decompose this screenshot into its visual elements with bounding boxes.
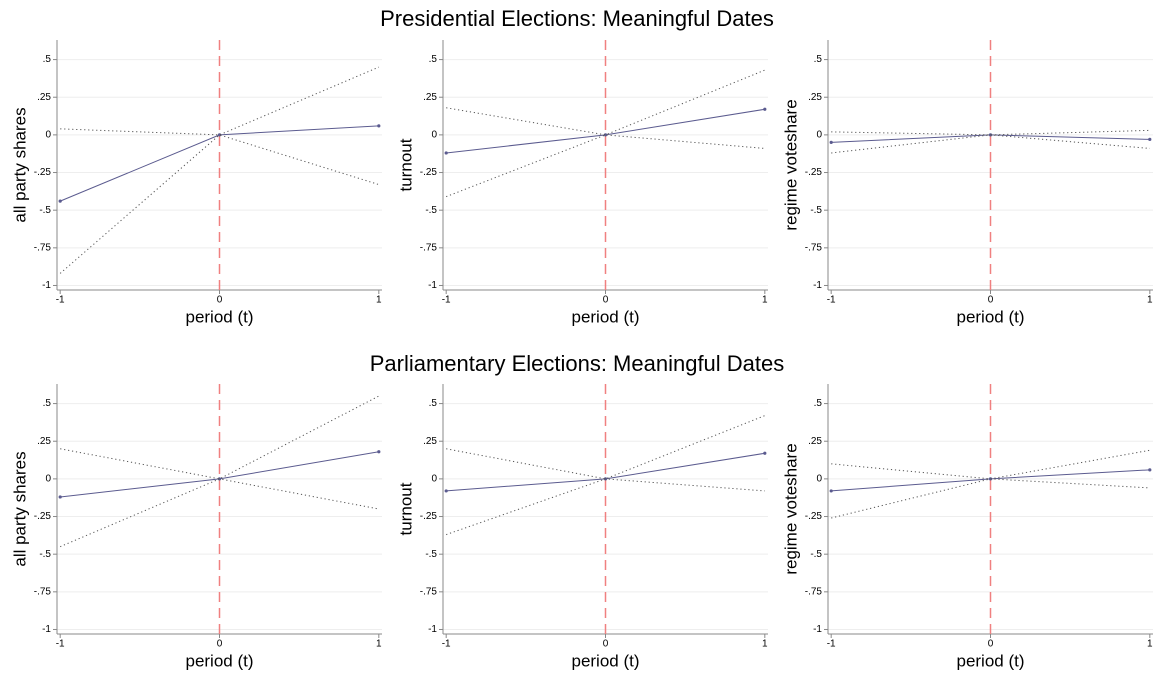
y-tick-label: -.75 (805, 586, 823, 597)
series-line (831, 129, 1150, 136)
y-tick-label: -1 (42, 624, 51, 635)
point-marker (763, 451, 767, 455)
y-tick-label: .25 (37, 92, 51, 103)
y-tick-label: .5 (43, 54, 52, 65)
x-tick-label: 0 (603, 639, 609, 650)
point-marker (444, 489, 448, 493)
y-tick-label: 0 (816, 474, 822, 485)
series-line (831, 134, 1150, 154)
y-tick-label: -.25 (805, 167, 823, 178)
y-tick-label: -.75 (420, 586, 438, 597)
series-line (446, 478, 765, 536)
point-marker (603, 133, 608, 137)
series-line (60, 66, 380, 136)
y-tick-label: .25 (423, 436, 437, 447)
y-tick-label: -1 (813, 624, 822, 635)
point-marker (829, 489, 833, 493)
y-tick-label: -.5 (39, 205, 51, 216)
y-axis-label: regime voteshare (781, 443, 800, 574)
x-axis-label: period (t) (185, 307, 253, 326)
series-line (59, 478, 379, 548)
y-tick-label: -.25 (420, 511, 438, 522)
x-tick-label: 1 (762, 295, 768, 306)
x-tick-label: -1 (56, 295, 65, 306)
y-tick-label: .25 (808, 92, 822, 103)
y-tick-label: -.75 (420, 242, 438, 253)
y-tick-label: .25 (37, 436, 51, 447)
y-tick-label: 0 (45, 474, 51, 485)
y-axis-label: turnout (396, 482, 415, 535)
series-line (831, 449, 1150, 480)
point-marker (763, 107, 767, 111)
y-tick-label: -.25 (805, 511, 823, 522)
y-tick-label: 0 (431, 130, 437, 141)
x-tick-label: 0 (603, 295, 609, 306)
x-tick-label: 0 (988, 639, 994, 650)
y-tick-label: -1 (428, 280, 437, 291)
y-tick-label: -1 (813, 280, 822, 291)
section-title: Parliamentary Elections: Meaningful Date… (370, 351, 785, 376)
point-marker (829, 140, 833, 145)
point-marker (377, 450, 381, 454)
y-tick-label: -.25 (34, 511, 52, 522)
x-tick-label: 0 (217, 639, 223, 650)
point-marker (1148, 137, 1152, 141)
x-axis-label: period (t) (571, 307, 639, 326)
y-tick-label: .5 (814, 54, 823, 65)
x-tick-label: -1 (442, 639, 451, 650)
y-axis-label: all party shares (10, 451, 29, 566)
x-axis-label: period (t) (571, 651, 639, 670)
x-tick-label: 1 (376, 639, 382, 650)
series-line (60, 451, 379, 498)
series-line (446, 134, 765, 198)
y-axis-label: turnout (396, 138, 415, 191)
y-tick-label: .5 (43, 398, 52, 409)
x-tick-label: -1 (827, 639, 836, 650)
series-line (446, 415, 765, 480)
y-tick-label: .5 (429, 54, 438, 65)
y-tick-label: -.75 (34, 242, 52, 253)
x-axis-label: period (t) (185, 651, 253, 670)
x-axis-label: period (t) (956, 651, 1024, 670)
y-tick-label: -.75 (805, 242, 823, 253)
x-tick-label: 0 (217, 295, 223, 306)
x-tick-label: 1 (762, 639, 768, 650)
y-tick-label: .5 (814, 398, 823, 409)
x-tick-label: 1 (1147, 295, 1153, 306)
y-axis-label: regime voteshare (781, 99, 800, 230)
y-tick-label: .5 (429, 398, 438, 409)
y-axis-label: all party shares (10, 107, 29, 222)
x-tick-label: -1 (827, 295, 836, 306)
y-tick-label: -.25 (420, 167, 438, 178)
x-tick-label: -1 (442, 295, 451, 306)
x-tick-label: 1 (376, 295, 382, 306)
y-tick-label: -.5 (810, 205, 822, 216)
series-line (446, 69, 766, 136)
y-tick-label: -.75 (34, 586, 52, 597)
y-tick-label: 0 (431, 474, 437, 485)
y-tick-label: -.5 (425, 205, 437, 216)
y-tick-label: -.5 (810, 549, 822, 560)
y-tick-label: 0 (816, 130, 822, 141)
y-tick-label: -1 (42, 280, 51, 291)
point-marker (1148, 468, 1152, 472)
x-tick-label: 0 (988, 295, 994, 306)
point-marker (444, 151, 448, 155)
section-title: Presidential Elections: Meaningful Dates (380, 6, 774, 31)
x-axis-label: period (t) (956, 307, 1024, 326)
point-marker (58, 199, 62, 203)
y-tick-label: .25 (423, 92, 437, 103)
y-tick-label: .25 (808, 436, 822, 447)
point-marker (58, 495, 62, 499)
x-tick-label: -1 (56, 639, 65, 650)
y-tick-label: -.25 (34, 167, 52, 178)
x-tick-label: 1 (1147, 639, 1153, 650)
y-tick-label: -1 (428, 624, 437, 635)
y-tick-label: 0 (45, 130, 51, 141)
y-tick-label: -.5 (39, 549, 51, 560)
point-marker (377, 124, 381, 128)
y-tick-label: -.5 (425, 549, 437, 560)
